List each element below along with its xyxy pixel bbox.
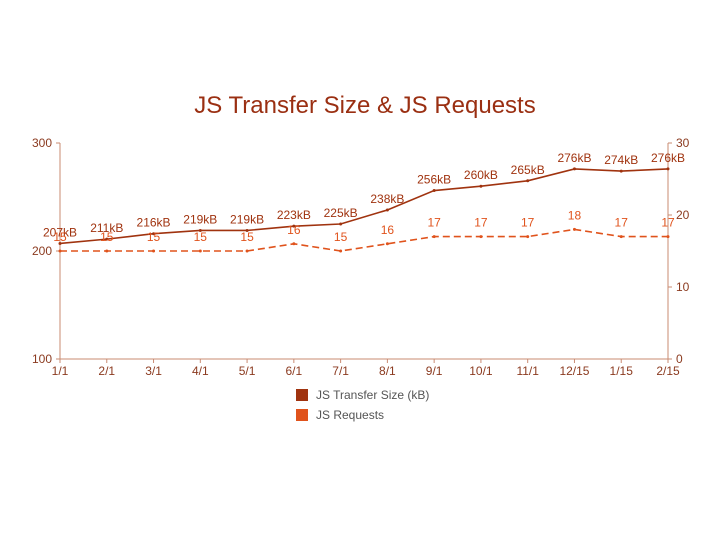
data-point bbox=[292, 224, 296, 228]
legend-item-js-transfer-size: JS Transfer Size (kB) bbox=[296, 385, 429, 405]
data-label-size: 260kB bbox=[464, 168, 498, 182]
data-labels: 207kB 211kB 216kB 219kB 219kB 223kB 225kB 238kB… bbox=[43, 151, 685, 244]
chart-title: JS Transfer Size & JS Requests bbox=[194, 92, 535, 119]
data-label-size: 274kB bbox=[604, 153, 638, 167]
data-label-size: 216kB bbox=[137, 216, 171, 230]
data-label-requests: 17 bbox=[521, 216, 535, 230]
x-tick-label: 1/1 bbox=[52, 364, 69, 378]
data-label-requests: 17 bbox=[661, 216, 675, 230]
data-point bbox=[385, 242, 389, 246]
x-tick-label: 1/15 bbox=[610, 364, 634, 378]
data-point bbox=[572, 167, 576, 171]
data-point bbox=[245, 249, 249, 253]
legend-swatch bbox=[296, 409, 308, 421]
series-js-transfer-size bbox=[58, 167, 670, 245]
data-point bbox=[198, 228, 202, 232]
data-point bbox=[619, 169, 623, 173]
x-tick-label: 8/1 bbox=[379, 364, 396, 378]
x-tick-label: 5/1 bbox=[239, 364, 256, 378]
data-point bbox=[432, 189, 436, 193]
data-point bbox=[619, 235, 623, 239]
data-point bbox=[58, 241, 62, 245]
right-tick-label: 0 bbox=[676, 352, 683, 366]
x-tick-label: 12/15 bbox=[559, 364, 589, 378]
right-tick-label: 10 bbox=[676, 280, 690, 294]
data-label-size: 225kB bbox=[324, 206, 358, 220]
data-point bbox=[105, 237, 109, 241]
right-tick-label: 20 bbox=[676, 208, 690, 222]
data-point bbox=[666, 235, 670, 239]
x-tick-label: 2/1 bbox=[98, 364, 115, 378]
data-label-size: 223kB bbox=[277, 208, 311, 222]
data-point bbox=[339, 249, 343, 253]
data-label-requests: 16 bbox=[287, 223, 301, 237]
data-label-requests: 17 bbox=[615, 216, 629, 230]
left-tick-label: 200 bbox=[32, 244, 52, 258]
data-label-requests: 15 bbox=[100, 230, 114, 244]
data-point bbox=[245, 228, 249, 232]
x-tick-label: 2/15 bbox=[656, 364, 680, 378]
data-point bbox=[58, 249, 62, 253]
x-tick-label: 3/1 bbox=[145, 364, 162, 378]
series-line-js-requests bbox=[60, 228, 668, 252]
data-point bbox=[198, 249, 202, 253]
data-label-requests: 15 bbox=[194, 230, 208, 244]
x-tick-label: 6/1 bbox=[286, 364, 303, 378]
data-label-size: 219kB bbox=[183, 212, 217, 226]
data-point bbox=[339, 222, 343, 226]
data-label-size: 265kB bbox=[511, 163, 545, 177]
data-label-size: 219kB bbox=[230, 212, 264, 226]
chart-axes: 100 200 300 0 10 20 30 1/1 2/1 3/1 4/1 5/1 6/1 7/1 8/1… bbox=[32, 136, 690, 378]
data-label-size: 256kB bbox=[417, 173, 451, 187]
x-tick-label: 11/1 bbox=[516, 364, 539, 378]
data-point bbox=[152, 249, 156, 253]
x-tick-label: 9/1 bbox=[426, 364, 443, 378]
data-point bbox=[666, 167, 670, 171]
data-point bbox=[105, 249, 109, 253]
legend-item-js-requests: JS Requests bbox=[296, 405, 429, 425]
data-label-requests: 16 bbox=[381, 223, 395, 237]
data-label-requests: 17 bbox=[427, 216, 441, 230]
legend-swatch bbox=[296, 389, 308, 401]
data-label-size: 276kB bbox=[651, 151, 685, 165]
data-label-requests: 17 bbox=[474, 216, 488, 230]
legend: JS Transfer Size (kB) JS Requests bbox=[296, 385, 429, 425]
data-label-size: 238kB bbox=[370, 192, 404, 206]
x-tick-label: 7/1 bbox=[332, 364, 349, 378]
series-line-js-transfer-size bbox=[59, 168, 669, 245]
legend-label: JS Requests bbox=[316, 408, 385, 422]
data-point bbox=[526, 179, 530, 183]
legend-label: JS Transfer Size (kB) bbox=[316, 388, 430, 402]
data-label-size: 276kB bbox=[557, 151, 591, 165]
data-point bbox=[479, 184, 483, 188]
data-point bbox=[526, 235, 530, 239]
series-js-requests bbox=[58, 227, 670, 253]
data-label-requests: 15 bbox=[240, 230, 254, 244]
data-point bbox=[152, 232, 156, 236]
data-label-size: 207kB bbox=[43, 225, 77, 239]
data-label-requests: 15 bbox=[147, 230, 161, 244]
data-label-size: 211kB bbox=[90, 221, 123, 235]
data-label-requests: 15 bbox=[334, 230, 348, 244]
data-point bbox=[385, 208, 389, 212]
right-tick-label: 30 bbox=[676, 136, 690, 150]
x-tick-label: 4/1 bbox=[192, 364, 209, 378]
left-tick-label: 300 bbox=[32, 136, 52, 150]
data-point bbox=[479, 235, 483, 239]
data-label-requests: 15 bbox=[53, 230, 67, 244]
left-tick-label: 100 bbox=[32, 352, 52, 366]
data-label-requests: 18 bbox=[568, 208, 582, 222]
data-point bbox=[432, 235, 436, 239]
x-tick-label: 10/1 bbox=[469, 364, 493, 378]
data-point bbox=[572, 227, 576, 231]
data-point bbox=[292, 242, 296, 246]
